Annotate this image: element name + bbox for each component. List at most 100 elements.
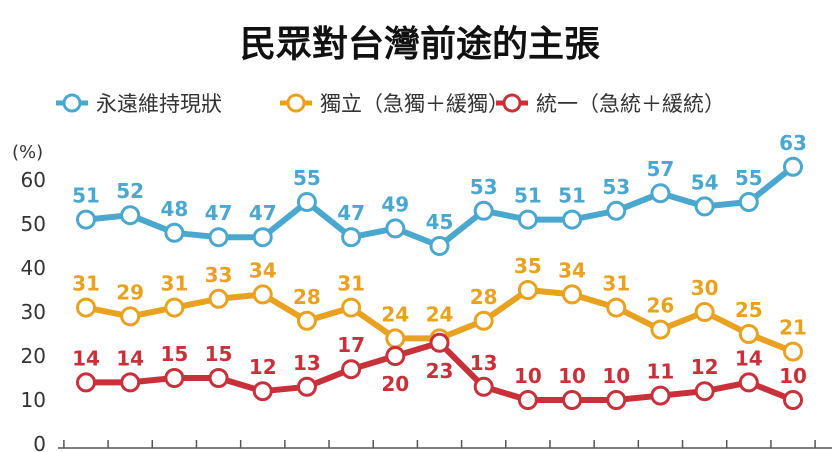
- chart-title: 民眾對台灣前途的主張: [240, 23, 600, 65]
- data-point-s1-4: [252, 284, 273, 305]
- data-point-s1-12: [606, 297, 627, 318]
- data-label-s1-14: 30: [691, 276, 719, 300]
- data-label-s0-11: 51: [558, 184, 586, 208]
- data-point-s1-1: [120, 306, 141, 327]
- data-label-s1-2: 31: [160, 272, 188, 296]
- data-point-s1-15: [738, 324, 759, 344]
- data-label-s1-0: 31: [72, 272, 100, 296]
- data-point-s0-9: [473, 200, 494, 221]
- data-label-s2-1: 14: [116, 346, 144, 370]
- y-tick-label-50: 50: [21, 212, 46, 236]
- data-label-s1-9: 28: [470, 285, 498, 309]
- data-label-s1-4: 34: [249, 258, 277, 282]
- data-point-s2-13: [650, 385, 671, 406]
- data-label-s0-4: 47: [249, 201, 277, 225]
- data-label-s1-6: 31: [337, 272, 365, 296]
- data-point-s1-7: [385, 328, 406, 349]
- data-point-s2-6: [341, 359, 362, 380]
- data-point-s0-10: [517, 209, 538, 230]
- data-point-s0-11: [562, 209, 583, 230]
- data-label-s0-16: 63: [779, 131, 807, 155]
- data-label-s2-9: 13: [470, 351, 498, 375]
- data-point-s2-10: [517, 390, 538, 410]
- data-point-s2-4: [252, 381, 273, 402]
- data-point-s1-6: [341, 297, 362, 318]
- data-label-s2-12: 10: [602, 364, 630, 388]
- data-point-s0-15: [738, 192, 759, 212]
- data-point-s2-11: [562, 390, 583, 410]
- legend-label-0: 永遠維持現狀: [96, 92, 222, 116]
- data-label-s1-15: 25: [735, 298, 763, 322]
- data-point-s0-1: [120, 205, 141, 226]
- data-point-s2-9: [473, 376, 494, 397]
- series-line-0: [83, 163, 796, 249]
- data-label-s0-5: 55: [293, 166, 321, 190]
- data-label-s2-3: 15: [205, 342, 233, 366]
- data-label-s0-7: 49: [381, 192, 409, 216]
- data-label-s1-5: 28: [293, 285, 321, 309]
- data-point-s0-16: [783, 156, 803, 177]
- data-point-s2-3: [208, 368, 229, 388]
- data-label-s2-2: 15: [160, 342, 188, 366]
- data-point-s0-0: [76, 209, 96, 230]
- data-point-s2-1: [120, 372, 141, 393]
- y-tick-label-40: 40: [21, 256, 46, 280]
- data-point-s2-16: [783, 390, 803, 410]
- data-point-s1-14: [694, 302, 715, 322]
- data-label-s0-2: 48: [160, 197, 188, 221]
- data-label-s2-15: 14: [735, 346, 763, 370]
- data-label-s1-11: 34: [558, 258, 586, 282]
- data-label-s1-13: 26: [647, 294, 675, 318]
- data-label-s2-14: 12: [691, 355, 719, 379]
- data-point-s1-3: [208, 288, 229, 309]
- data-label-s2-10: 10: [514, 364, 542, 388]
- data-label-s2-13: 11: [647, 360, 675, 384]
- y-tick-label-60: 60: [21, 168, 46, 192]
- data-label-s2-11: 10: [558, 364, 586, 388]
- legend-label-2: 統一（急統＋緩統）: [536, 92, 725, 116]
- data-label-s0-10: 51: [514, 184, 542, 208]
- y-tick-label-20: 20: [21, 344, 46, 368]
- data-point-s1-9: [473, 310, 494, 331]
- data-label-s0-8: 45: [426, 210, 454, 234]
- data-label-s2-4: 12: [249, 355, 277, 379]
- data-label-s0-1: 52: [116, 179, 144, 203]
- data-label-s0-6: 47: [337, 201, 365, 225]
- data-point-s1-0: [76, 297, 96, 318]
- data-point-s2-7: [385, 346, 406, 366]
- legend-marker-2: [502, 93, 522, 113]
- data-point-s1-5: [296, 310, 317, 331]
- data-label-s0-15: 55: [735, 166, 763, 190]
- data-label-s1-12: 31: [602, 272, 630, 296]
- data-point-s2-5: [296, 376, 317, 397]
- data-label-s2-16: 10: [779, 364, 807, 388]
- data-point-s0-3: [208, 227, 229, 248]
- legend-marker-0: [62, 93, 82, 113]
- data-point-s2-8: [429, 332, 450, 353]
- data-label-s2-6: 17: [337, 333, 365, 357]
- y-tick-label-10: 10: [21, 388, 46, 412]
- data-point-s1-2: [164, 297, 185, 318]
- data-point-s0-4: [252, 227, 273, 248]
- data-label-s1-1: 29: [116, 280, 144, 304]
- data-label-s0-13: 57: [647, 157, 675, 181]
- y-axis-unit-label: (%): [12, 142, 43, 163]
- data-point-s1-11: [562, 284, 583, 305]
- data-label-s0-14: 54: [691, 170, 719, 194]
- y-tick-label-0: 0: [33, 432, 46, 452]
- data-point-s0-2: [164, 222, 185, 243]
- data-point-s0-6: [341, 227, 362, 248]
- data-label-s0-12: 53: [602, 175, 630, 199]
- data-point-s2-0: [76, 372, 96, 393]
- data-label-s2-5: 13: [293, 351, 321, 375]
- data-point-s2-14: [694, 381, 715, 402]
- data-point-s0-5: [296, 192, 317, 212]
- data-label-s0-0: 51: [72, 184, 100, 208]
- data-point-s1-13: [650, 319, 671, 340]
- data-label-s0-3: 47: [205, 201, 233, 225]
- data-label-s2-8: 23: [426, 359, 454, 383]
- data-point-s0-13: [650, 183, 671, 204]
- data-point-s1-10: [517, 280, 538, 300]
